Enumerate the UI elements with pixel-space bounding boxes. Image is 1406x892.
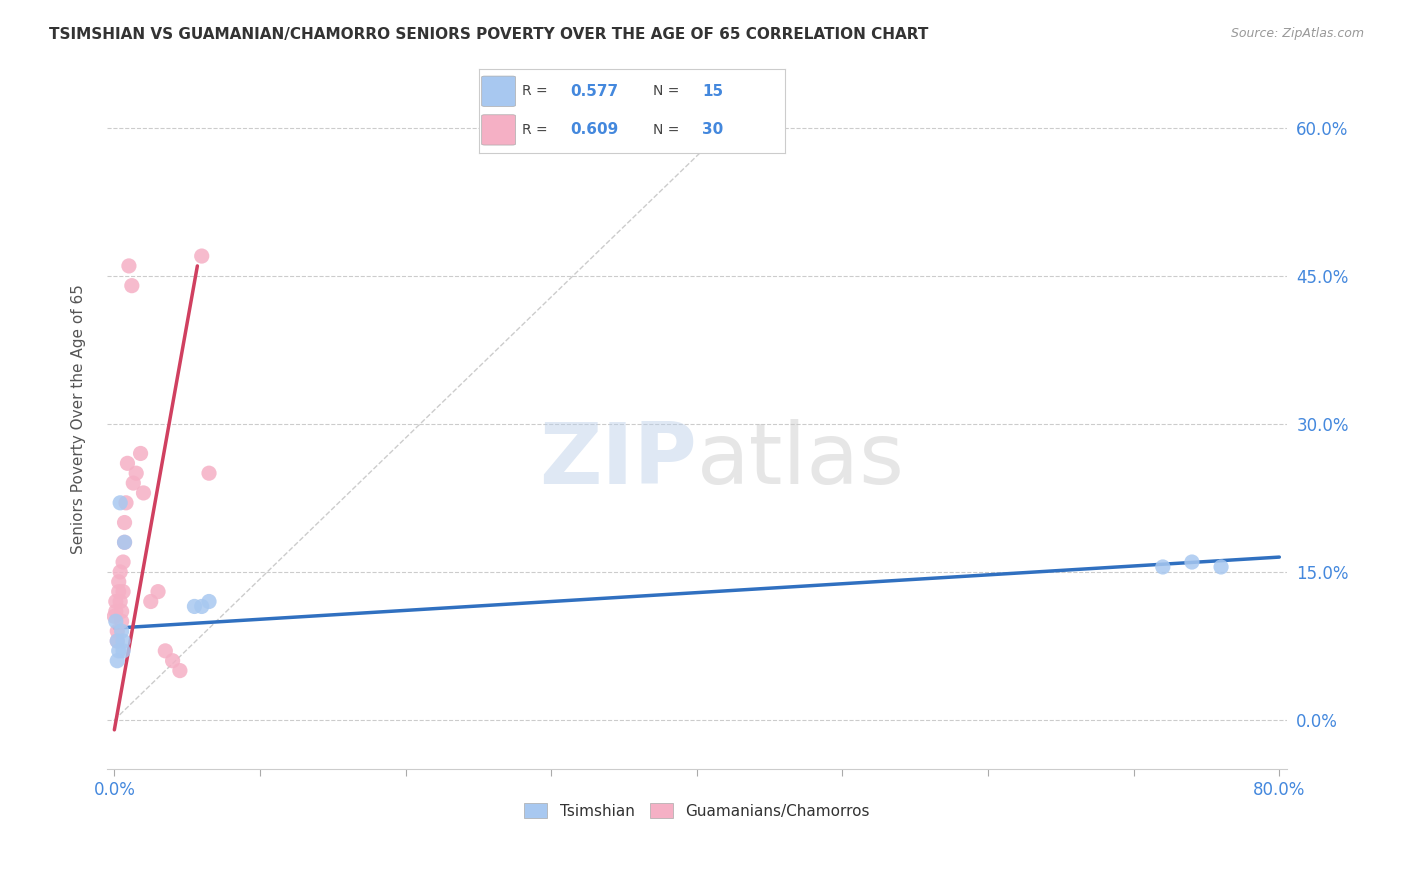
Point <box>114 535 136 549</box>
Point <box>155 644 177 658</box>
Text: atlas: atlas <box>697 419 905 502</box>
Point <box>104 594 127 608</box>
Point <box>104 614 127 628</box>
Point <box>125 466 148 480</box>
Point <box>122 476 145 491</box>
Point <box>112 644 135 658</box>
Point <box>112 584 135 599</box>
Point <box>107 584 129 599</box>
Point <box>111 614 134 628</box>
Point <box>198 594 221 608</box>
Text: TSIMSHIAN VS GUAMANIAN/CHAMORRO SENIORS POVERTY OVER THE AGE OF 65 CORRELATION C: TSIMSHIAN VS GUAMANIAN/CHAMORRO SENIORS … <box>49 27 928 42</box>
Point <box>103 609 125 624</box>
Point <box>108 496 131 510</box>
Point <box>183 599 205 614</box>
Point <box>105 624 128 639</box>
Text: ZIP: ZIP <box>538 419 697 502</box>
Point <box>105 634 128 648</box>
Point <box>1209 560 1232 574</box>
Point <box>118 259 141 273</box>
Point <box>146 584 169 599</box>
Point <box>190 249 212 263</box>
Legend: Tsimshian, Guamanians/Chamorros: Tsimshian, Guamanians/Chamorros <box>519 797 876 825</box>
Point <box>104 604 127 618</box>
Point <box>129 446 152 460</box>
Point <box>115 496 138 510</box>
Point <box>190 599 212 614</box>
Point <box>114 535 136 549</box>
Point <box>111 604 134 618</box>
Point <box>108 594 131 608</box>
Point <box>132 486 155 500</box>
Point <box>108 565 131 579</box>
Point <box>117 456 139 470</box>
Point <box>1181 555 1204 569</box>
Y-axis label: Seniors Poverty Over the Age of 65: Seniors Poverty Over the Age of 65 <box>72 284 86 554</box>
Point <box>112 634 135 648</box>
Point <box>112 555 135 569</box>
Point <box>198 466 221 480</box>
Point <box>107 644 129 658</box>
Point <box>139 594 162 608</box>
Point <box>169 664 191 678</box>
Point <box>105 634 128 648</box>
Point <box>162 654 184 668</box>
Point <box>111 624 134 639</box>
Point <box>121 278 143 293</box>
Point <box>1152 560 1174 574</box>
Point <box>114 516 136 530</box>
Text: Source: ZipAtlas.com: Source: ZipAtlas.com <box>1230 27 1364 40</box>
Point <box>105 654 128 668</box>
Point <box>107 574 129 589</box>
